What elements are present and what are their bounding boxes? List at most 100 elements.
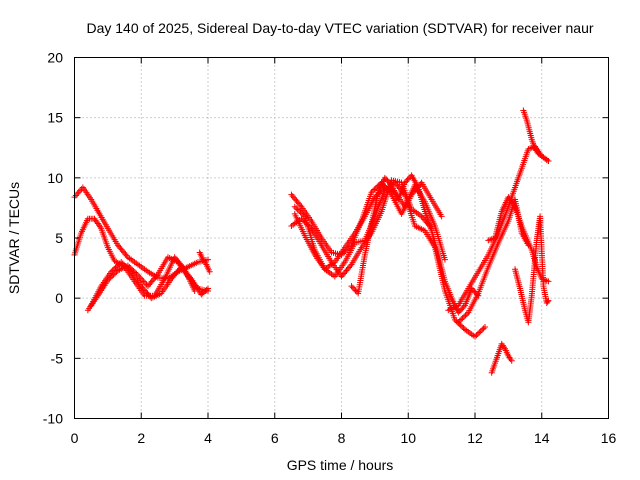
series-arc-12 (455, 196, 532, 326)
series-arc-1 (71, 184, 211, 282)
data-point (298, 210, 305, 217)
data-point (368, 189, 375, 196)
x-tick-label: 2 (137, 430, 145, 446)
y-tick-label: 15 (47, 110, 63, 126)
data-point (119, 260, 126, 267)
data-point (459, 323, 466, 330)
data-point (545, 297, 552, 304)
data-point (371, 186, 378, 193)
y-tick-labels: -10 -5 0 5 10 15 20 (43, 50, 63, 427)
series-arc-10 (348, 172, 482, 316)
data-point (293, 205, 300, 212)
data-point (479, 326, 486, 333)
data-point (459, 305, 466, 312)
data-point (115, 261, 122, 268)
data-point (438, 213, 445, 220)
series-arc-8 (291, 179, 489, 340)
x-tick-label: 8 (338, 430, 346, 446)
y-tick-label: 5 (55, 230, 63, 246)
x-tick-labels: 0 2 4 6 8 10 12 14 16 (71, 430, 617, 446)
data-point (294, 206, 301, 213)
data-point (300, 211, 307, 218)
data-point (457, 306, 464, 313)
x-tick-label: 14 (534, 430, 550, 446)
data-point (473, 332, 480, 339)
x-tick-label: 12 (467, 430, 483, 446)
data-point (459, 315, 466, 322)
data-point (125, 265, 132, 272)
data-point (111, 265, 118, 272)
data-point (545, 278, 552, 285)
data-point (456, 308, 463, 315)
data-point (348, 283, 355, 290)
data-point (477, 328, 484, 335)
data-point (457, 322, 464, 329)
data-point (405, 175, 412, 182)
data-point (381, 174, 388, 181)
data-point (113, 263, 120, 270)
data-point (383, 176, 390, 183)
data-point (205, 256, 211, 263)
data-point (451, 316, 458, 323)
data-point (118, 259, 125, 266)
data-point (108, 268, 115, 275)
data-point (384, 177, 391, 184)
plot-frame (74, 57, 609, 419)
data-points (71, 107, 552, 376)
data-point (112, 264, 119, 271)
data-point (472, 333, 478, 340)
series-arc-14 (520, 107, 552, 164)
data-point (109, 267, 116, 274)
x-tick-label: 0 (71, 430, 79, 446)
gridlines (74, 57, 609, 419)
data-point (352, 287, 359, 294)
y-axis-label: SDTVAR / TECUs (6, 182, 22, 294)
data-point (458, 316, 465, 323)
data-point (544, 298, 551, 305)
data-point (456, 317, 463, 324)
y-tick-label: -10 (43, 411, 63, 427)
y-tick-label: 0 (55, 290, 63, 306)
data-point (372, 185, 379, 192)
data-point (455, 319, 462, 326)
data-point (441, 256, 448, 263)
data-point (462, 312, 469, 319)
data-point (474, 330, 481, 337)
data-point (455, 309, 462, 316)
data-point (404, 176, 411, 183)
data-point (123, 264, 130, 271)
x-tick-label: 6 (271, 430, 279, 446)
data-point (480, 325, 487, 332)
data-point (403, 178, 410, 185)
data-point (205, 285, 211, 292)
series-arc-4 (88, 259, 211, 309)
data-point (463, 310, 470, 317)
data-point (203, 286, 210, 293)
data-point (476, 329, 483, 336)
y-tick-label: 20 (47, 50, 63, 66)
data-point (460, 303, 467, 310)
series-arc-16 (512, 213, 552, 326)
data-point (401, 179, 408, 186)
data-point (122, 263, 129, 270)
data-point (297, 209, 304, 216)
data-point (291, 203, 298, 210)
data-point (469, 286, 476, 293)
x-tick-label: 10 (400, 430, 416, 446)
y-tick-label: 10 (47, 170, 63, 186)
data-point (460, 325, 467, 332)
x-axis-label: GPS time / hours (287, 457, 394, 473)
data-point (349, 284, 356, 291)
data-point (545, 157, 552, 164)
data-point (206, 268, 213, 275)
x-tick-label: 16 (601, 430, 617, 446)
data-point (126, 267, 133, 274)
data-point (121, 261, 128, 268)
data-point (461, 313, 468, 320)
data-point (508, 357, 515, 364)
data-point (385, 179, 392, 186)
data-point (387, 180, 394, 187)
series-arc-15 (488, 340, 515, 376)
data-point (296, 207, 303, 214)
